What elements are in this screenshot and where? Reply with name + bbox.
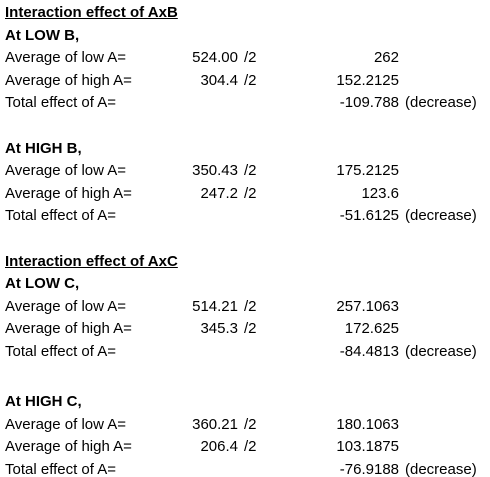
row-label: Average of low A= — [5, 49, 127, 67]
row-note: (decrease) — [405, 343, 477, 360]
row-value: 206.4 — [200, 438, 238, 456]
row-divisor: /2 — [244, 49, 257, 67]
row-label: Average of high A= — [5, 71, 132, 89]
row-divisor: /2 — [244, 184, 257, 202]
row-divisor: /2 — [244, 297, 257, 315]
row-value: 350.43 — [192, 162, 238, 180]
block-heading: At LOW C, — [5, 275, 80, 293]
row-result: 175.2125 — [336, 162, 399, 180]
block-heading: At LOW B, — [5, 26, 80, 44]
row-result: 103.1875 — [336, 438, 399, 456]
row-divisor: /2 — [244, 162, 257, 180]
row-divisor: /2 — [244, 71, 257, 89]
section-title: Interaction effect of AxC — [5, 252, 178, 270]
row-label: Total effect of A= — [5, 94, 117, 112]
row-label: Total effect of A= — [5, 461, 117, 477]
row-label: Average of low A= — [5, 415, 127, 433]
row-label: Total effect of A= — [5, 207, 117, 225]
row-divisor: /2 — [244, 438, 257, 456]
row-result: -76.9188 — [339, 461, 399, 477]
row-note: (decrease) — [405, 207, 477, 225]
row-value: 514.21 — [192, 297, 238, 315]
row-value: 304.4 — [200, 71, 238, 89]
row-value: 345.3 — [200, 320, 238, 338]
row-value: 247.2 — [200, 184, 238, 202]
row-label: Average of high A= — [5, 320, 132, 338]
row-result: 257.1063 — [336, 297, 399, 315]
row-label: Average of low A= — [5, 297, 127, 315]
row-result: 262 — [373, 49, 399, 67]
row-value: 524.00 — [192, 49, 238, 67]
row-note: (decrease) — [405, 94, 477, 112]
row-result: -109.788 — [339, 94, 399, 112]
row-result: 152.2125 — [336, 71, 399, 89]
block-heading: At HIGH C, — [5, 393, 82, 411]
row-label: Average of high A= — [5, 438, 132, 456]
row-result: 180.1063 — [336, 415, 399, 433]
row-result: -51.6125 — [339, 207, 399, 225]
row-divisor: /2 — [244, 415, 257, 433]
row-value: 360.21 — [192, 415, 238, 433]
row-label: Average of high A= — [5, 184, 132, 202]
block-heading: At HIGH B, — [5, 139, 82, 157]
row-divisor: /2 — [244, 320, 257, 338]
row-label: Total effect of A= — [5, 343, 117, 360]
row-result: -84.4813 — [339, 343, 399, 360]
row-result: 123.6 — [361, 184, 399, 202]
section-title: Interaction effect of AxB — [5, 4, 178, 21]
row-label: Average of low A= — [5, 162, 127, 180]
row-result: 172.625 — [344, 320, 399, 338]
row-note: (decrease) — [405, 461, 477, 477]
